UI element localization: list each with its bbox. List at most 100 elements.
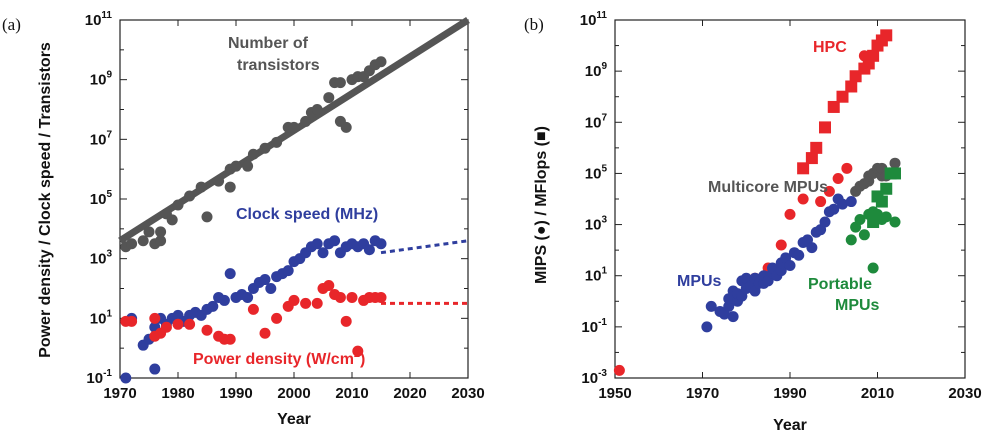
point-power: [288, 294, 300, 306]
point-transistors: [271, 136, 283, 148]
point-mpu: [845, 196, 857, 208]
panel-b-y-tick-label: 10-3: [581, 368, 607, 387]
panel-b-y-tick-label: 103: [585, 215, 608, 234]
point-hpc_mflops: [867, 49, 880, 62]
point-power: [259, 327, 271, 339]
point-mpu: [723, 300, 735, 312]
point-power: [184, 318, 196, 330]
point-mpu: [793, 249, 805, 261]
panel-a-x-tick-label: 2020: [393, 385, 426, 402]
panel-b-y-axis-title-main: MIPS (: [533, 234, 550, 284]
annotation-mpus: MPUs: [677, 273, 722, 290]
point-portable_circle: [858, 229, 870, 241]
point-power: [340, 315, 352, 327]
point-transistors: [166, 214, 178, 226]
point-clock: [375, 238, 387, 250]
panel-b-data-points: [613, 29, 901, 376]
point-mpu: [784, 259, 796, 271]
point-transistors: [300, 115, 312, 127]
annotation-power-density: Power density (W/cm2): [193, 348, 365, 368]
panel-a-label: (a): [2, 15, 21, 34]
point-transistors: [155, 235, 167, 247]
point-mpu: [837, 198, 848, 210]
point-clock: [265, 283, 277, 294]
point-mpu: [806, 242, 818, 254]
panel-a-y-tick-label: 101: [90, 308, 113, 327]
point-portable_square: [867, 216, 880, 229]
panel-b-x-tick-label: 2030: [948, 385, 981, 402]
point-hpc_mips: [841, 162, 853, 174]
point-clock: [311, 238, 323, 250]
point-clock: [224, 268, 236, 280]
panel-b: (b) 1950 1970 1990 2010 2030 10-3 10-1 101 103 10…: [524, 10, 982, 434]
point-hpc_mips: [797, 193, 809, 205]
point-hpc_mflops: [819, 121, 831, 134]
point-power: [247, 303, 259, 315]
point-clock: [363, 244, 375, 256]
panel-b-label: (b): [524, 15, 544, 34]
panel-b-ticks: 1950 1970 1990 2010 2030 10-3 10-1 101 103 105 107…: [580, 10, 982, 402]
panel-a-y-tick-label: 10-1: [86, 368, 112, 387]
point-transistors: [230, 160, 242, 172]
point-power: [149, 312, 161, 324]
panel-a-x-tick-label: 2030: [451, 385, 484, 402]
point-clock: [317, 247, 329, 259]
point-clock: [218, 294, 230, 306]
point-transistors: [242, 160, 254, 172]
point-transistors: [224, 181, 236, 193]
point-power: [201, 324, 213, 336]
annotation-power-density-sup: 2: [354, 348, 360, 360]
point-mpu: [828, 203, 840, 215]
panel-a: (a) 1970 1980 1990 2000 2010 2020 203010-11011…: [2, 10, 485, 428]
point-transistors: [311, 104, 323, 115]
point-portable_circle: [867, 262, 879, 274]
panel-a-ticks: 1970 1980 1990 2000 2010 2020 2030 10-1 101 103 10…: [85, 10, 485, 402]
panel-b-y-tick-label: 101: [585, 266, 608, 285]
panel-b-y-axis-title-circle: ●: [533, 225, 550, 235]
point-transistors: [201, 211, 213, 223]
panel-a-data-points: [120, 56, 387, 384]
point-portable_circle: [880, 211, 892, 223]
point-transistors: [259, 142, 271, 154]
panel-b-x-tick-label: 1950: [598, 385, 631, 402]
panel-a-x-tick-label: 1970: [103, 385, 136, 402]
point-hpc_mips: [775, 239, 787, 251]
point-mpu: [775, 265, 787, 277]
point-multicore: [889, 157, 901, 169]
panel-b-frame: [614, 19, 966, 379]
panel-b-y-tick-label: 109: [585, 61, 608, 80]
panel-b-x-axis-title: Year: [773, 417, 807, 434]
annotation-portable-line1: Portable: [808, 276, 872, 293]
point-transistors: [340, 121, 352, 133]
panel-a-x-tick-label: 1980: [161, 385, 194, 402]
point-power: [126, 315, 138, 327]
point-power: [323, 280, 335, 292]
panel-a-y-tick-label: 107: [90, 129, 113, 148]
point-power: [334, 291, 346, 303]
point-mpu: [705, 300, 717, 312]
point-portable_circle: [854, 213, 866, 225]
point-clock: [120, 372, 132, 384]
point-clock: [207, 300, 219, 312]
panel-a-y-tick-label: 103: [90, 249, 113, 268]
panel-a-x-tick-label: 2010: [335, 385, 368, 402]
point-power: [375, 291, 387, 303]
panel-b-y-tick-label: 107: [585, 112, 608, 131]
point-transistors: [143, 226, 155, 238]
point-mpu: [701, 321, 713, 333]
point-mpu: [727, 311, 739, 323]
panel-b-y-tick-label: 10-1: [581, 317, 607, 336]
point-transistors: [375, 56, 387, 68]
panel-b-y-tick-label: 105: [585, 163, 608, 182]
panel-a-y-tick-label: 1011: [85, 10, 113, 29]
panel-b-y-axis-title-mid: ) / MFlops (: [533, 140, 550, 225]
point-hpc_mflops: [810, 141, 823, 154]
point-power: [346, 291, 358, 303]
panel-b-x-tick-label: 2010: [861, 385, 894, 402]
annotation-hpc: HPC: [813, 39, 847, 56]
point-portable_circle: [845, 234, 857, 246]
point-transistors: [184, 190, 196, 202]
panel-a-y-tick-label: 109: [90, 70, 113, 89]
point-transistors: [323, 92, 335, 104]
